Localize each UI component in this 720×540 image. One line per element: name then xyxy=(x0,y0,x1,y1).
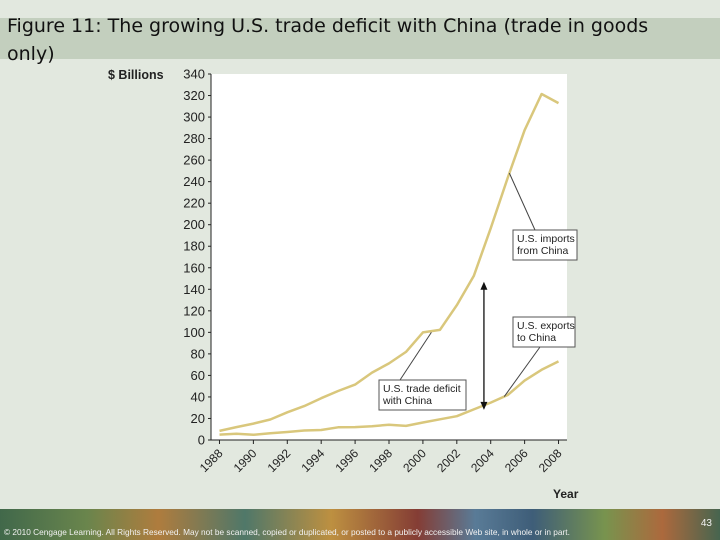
deficit-arrow-head-top xyxy=(480,281,488,290)
y-tick-label: 60 xyxy=(191,368,205,383)
y-tick-label: 160 xyxy=(183,260,205,275)
chart-area: 0 20 40 60 80 100 120 140 160 180 200 220 240 260 280 3… xyxy=(100,62,590,507)
x-tick-label: 1992 xyxy=(265,446,294,475)
x-tick-label: 2008 xyxy=(536,446,565,475)
exports-callout-box xyxy=(512,316,576,348)
title-band xyxy=(0,18,720,59)
imports-callout-label: U.S. imports from China xyxy=(517,233,575,257)
x-tick-label: 1994 xyxy=(299,446,328,475)
deficit-callout-leader xyxy=(399,332,432,381)
y-tick-label: 80 xyxy=(191,346,205,361)
y-axis-label: $ Billions xyxy=(108,68,164,82)
exports-callout-label: U.S. exports to China xyxy=(517,320,575,344)
y-tick-label: 0 xyxy=(198,433,205,448)
deficit-arrow-head-bottom xyxy=(480,401,488,410)
y-tick-label: 340 xyxy=(183,67,205,82)
x-tick-label: 2004 xyxy=(468,446,497,475)
copyright-notice: © 2010 Cengage Learning. All Rights Rese… xyxy=(4,527,570,537)
deficit-callout-label: U.S. trade deficit with China xyxy=(382,383,461,407)
y-tick-label: 100 xyxy=(183,325,205,340)
y-tick-label: 320 xyxy=(183,88,205,103)
y-tick-label: 140 xyxy=(183,282,205,297)
footer-decoration xyxy=(0,509,720,540)
imports-callout-leader xyxy=(508,172,536,231)
slide-title: Figure 11: The growing U.S. trade defici… xyxy=(7,15,649,65)
y-tick-label: 220 xyxy=(183,196,205,211)
x-axis-label: Year xyxy=(553,487,579,501)
imports-callout-box xyxy=(512,229,578,261)
y-tick-label: 20 xyxy=(191,411,205,426)
x-tick-label: 1996 xyxy=(332,446,361,475)
x-tick-label: 1998 xyxy=(366,446,395,475)
y-tick-label: 300 xyxy=(183,110,205,125)
x-tick-label: 2000 xyxy=(400,446,429,475)
x-tick-label: 1990 xyxy=(231,446,260,475)
y-tick-label: 240 xyxy=(183,174,205,189)
y-tick-label: 40 xyxy=(191,389,205,404)
y-tick-label: 280 xyxy=(183,131,205,146)
plot-background xyxy=(211,74,567,440)
deficit-callout-box xyxy=(378,379,467,411)
y-tick-label: 180 xyxy=(183,239,205,254)
y-tick-label: 120 xyxy=(183,303,205,318)
imports-line xyxy=(219,92,560,433)
x-tick-label: 1988 xyxy=(197,446,226,475)
exports-line xyxy=(219,360,560,437)
trade-deficit-chart: 0 20 40 60 80 100 120 140 160 180 200 220 240 260 280 3… xyxy=(108,67,579,502)
x-tick-label: 2006 xyxy=(502,446,531,475)
exports-callout-leader xyxy=(503,346,541,397)
y-tick-label: 260 xyxy=(183,153,205,168)
page-number: 43 xyxy=(700,518,712,529)
x-tick-label: 2002 xyxy=(434,446,463,475)
y-tick-label: 200 xyxy=(183,217,205,232)
